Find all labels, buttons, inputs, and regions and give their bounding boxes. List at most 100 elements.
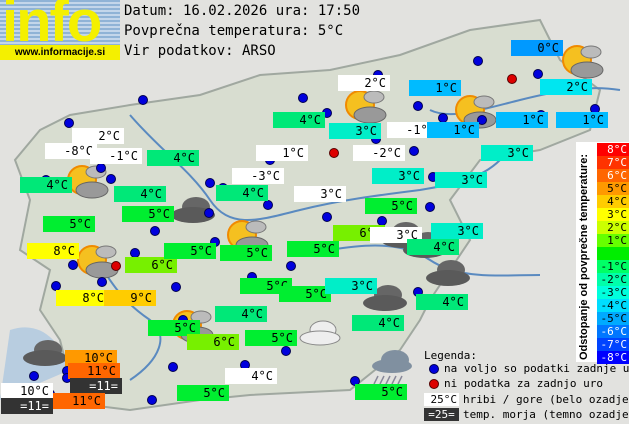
scale-row: -3°C (597, 286, 629, 299)
temperature-label: 5°C (43, 216, 95, 232)
legend-missing: ni podatka za zadnjo uro (444, 377, 603, 390)
date-time: Datum: 16.02.2026 ura: 17:50 (124, 3, 361, 19)
temperature-label: 4°C (216, 185, 268, 201)
cloudy-light-icon (298, 318, 343, 352)
station-dot[interactable] (97, 277, 107, 287)
temperature-label: 8°C (56, 290, 108, 306)
temperature-label: 6°C (125, 257, 177, 273)
temperature-label: =11= (70, 378, 122, 394)
station-dot[interactable] (263, 200, 273, 210)
station-dot-missing[interactable] (329, 148, 339, 158)
station-dot[interactable] (147, 395, 157, 405)
station-dot-missing[interactable] (111, 261, 121, 271)
station-dot[interactable] (409, 146, 419, 156)
temperature-label: 5°C (279, 286, 331, 302)
temperature-label: 5°C (365, 198, 417, 214)
scale-row: -7°C (597, 338, 629, 351)
legend-sea-text: temp. morja (temno ozadje) (463, 408, 629, 421)
logo-url[interactable]: www.informacije.si (0, 45, 120, 60)
temperature-label: 11°C (53, 393, 105, 409)
station-dot[interactable] (286, 261, 296, 271)
scale-row: 7°C (597, 156, 629, 169)
rain-icon (370, 348, 415, 392)
scale-title: Odstopanje od povprečne temperature: (578, 154, 590, 360)
temperature-label: 5°C (355, 384, 407, 400)
station-dot[interactable] (205, 178, 215, 188)
station-dot[interactable] (138, 95, 148, 105)
temperature-label: 3°C (329, 123, 381, 139)
scale-row: 3°C (597, 208, 629, 221)
temperature-label: 4°C (416, 294, 468, 310)
station-dot[interactable] (298, 93, 308, 103)
scale-row: -5°C (597, 312, 629, 325)
legend-available: na voljo so podatki zadnje ure (444, 362, 629, 375)
partly-cloudy-icon (555, 40, 605, 84)
overcast-icon (360, 283, 410, 317)
temperature-label: 5°C (164, 243, 216, 259)
legend-title: Legenda: (424, 349, 477, 362)
temperature-label: 4°C (352, 315, 404, 331)
partly-cloudy-icon (338, 85, 388, 129)
red-dot-icon (429, 379, 439, 389)
scale-row: 2°C (597, 221, 629, 234)
overcast-icon (423, 258, 473, 292)
temperature-label: 3°C (481, 145, 533, 161)
station-dot-missing[interactable] (507, 74, 517, 84)
station-dot[interactable] (168, 362, 178, 372)
station-dot[interactable] (413, 101, 423, 111)
temperature-label: 10°C (65, 350, 117, 366)
station-dot[interactable] (106, 174, 116, 184)
temperature-label: 1°C (409, 80, 461, 96)
station-dot[interactable] (171, 282, 181, 292)
station-dot[interactable] (425, 202, 435, 212)
scale-row: -4°C (597, 299, 629, 312)
legend-mountain-text: hribi / gore (belo ozadje) (463, 393, 629, 406)
scale-row (597, 247, 629, 260)
temperature-label: 3°C (294, 186, 346, 202)
scale-row: 8°C (597, 143, 629, 156)
station-dot[interactable] (29, 371, 39, 381)
station-dot[interactable] (64, 118, 74, 128)
temperature-label: 2°C (540, 79, 592, 95)
station-dot[interactable] (281, 346, 291, 356)
temperature-label: 4°C (147, 150, 199, 166)
temperature-label: 3°C (325, 278, 377, 294)
temperature-label: -1°C (90, 148, 142, 164)
scale-row: -8°C (597, 351, 629, 364)
station-dot[interactable] (204, 208, 214, 218)
scale-row: -2°C (597, 273, 629, 286)
scale-row: -6°C (597, 325, 629, 338)
logo[interactable]: info www.informacije.si (0, 0, 120, 60)
temperature-label: 5°C (177, 385, 229, 401)
temperature-label: 1°C (556, 112, 608, 128)
station-dot[interactable] (96, 163, 106, 173)
temperature-label: 5°C (287, 241, 339, 257)
temperature-label: 2°C (338, 75, 390, 91)
temperature-label: 2°C (72, 128, 124, 144)
temperature-label: 6°C (187, 334, 239, 350)
station-dot[interactable] (533, 69, 543, 79)
temperature-label: 1°C (256, 145, 308, 161)
temperature-label: 4°C (215, 306, 267, 322)
temperature-label: 9°C (104, 290, 156, 306)
temperature-label: 1°C (496, 112, 548, 128)
temperature-label: 3°C (431, 223, 483, 239)
blue-dot-icon (429, 364, 439, 374)
scale-row: 1°C (597, 234, 629, 247)
temperature-label: 5°C (122, 206, 174, 222)
temperature-label: -2°C (353, 145, 405, 161)
station-dot[interactable] (68, 260, 78, 270)
station-dot[interactable] (322, 212, 332, 222)
temperature-label: 5°C (245, 330, 297, 346)
station-dot[interactable] (477, 115, 487, 125)
legend-sea-sample: =25= (424, 408, 459, 421)
temperature-label: =11= (1, 398, 53, 414)
station-dot[interactable] (150, 226, 160, 236)
station-dot[interactable] (473, 56, 483, 66)
temperature-label: 0°C (511, 40, 563, 56)
average-temperature: Povprečna temperatura: 5°C (124, 23, 344, 39)
scale-row: 5°C (597, 182, 629, 195)
temperature-label: -3°C (232, 168, 284, 184)
data-source: Vir podatkov: ARSO (124, 43, 276, 59)
temperature-label: 4°C (225, 368, 277, 384)
